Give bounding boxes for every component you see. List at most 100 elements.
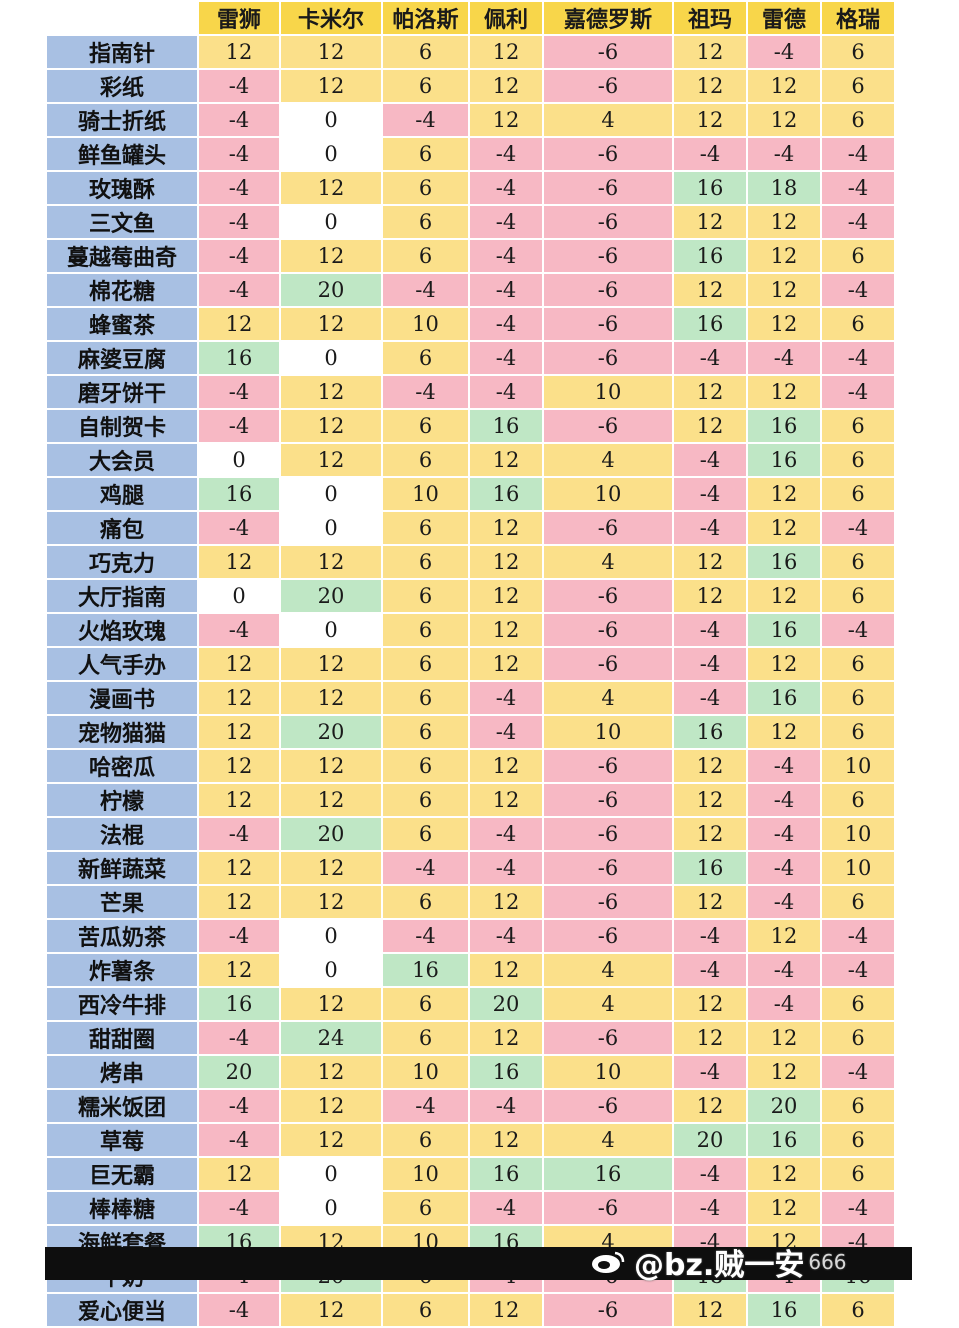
affinity-value: 12: [470, 444, 542, 476]
gift-name: 巨无霸: [47, 1158, 197, 1190]
affinity-value: -4: [822, 614, 894, 646]
affinity-value: -6: [544, 172, 672, 204]
affinity-value: -4: [199, 410, 279, 442]
affinity-value: 12: [470, 546, 542, 578]
affinity-value: 12: [199, 308, 279, 340]
affinity-value: 12: [748, 478, 820, 510]
affinity-value: 0: [281, 206, 381, 238]
affinity-value: 12: [281, 1090, 381, 1122]
affinity-value: 4: [544, 954, 672, 986]
affinity-value: 12: [470, 36, 542, 68]
affinity-value: 6: [383, 682, 468, 714]
affinity-value: 0: [281, 104, 381, 136]
affinity-value: 12: [748, 274, 820, 306]
affinity-value: 12: [281, 36, 381, 68]
gift-name: 鸡腿: [47, 478, 197, 510]
affinity-value: -4: [674, 920, 746, 952]
affinity-value: 16: [748, 1294, 820, 1326]
gift-name: 烤串: [47, 1056, 197, 1088]
affinity-value: 12: [470, 580, 542, 612]
affinity-value: 12: [199, 682, 279, 714]
gift-name: 哈密瓜: [47, 750, 197, 782]
affinity-value: 12: [470, 614, 542, 646]
affinity-value: 10: [383, 1056, 468, 1088]
affinity-value: 4: [544, 546, 672, 578]
gift-name: 麻婆豆腐: [47, 342, 197, 374]
table-row: 麻婆豆腐 16 0 6 -4 -6 -4 -4 -4: [47, 342, 894, 374]
data-table: 雷狮 卡米尔 帕洛斯 佩利 嘉德罗斯 祖玛 雷德 格瑞 指南针 12 12 6 12 -6 12 -4 6 彩纸…: [45, 0, 896, 1328]
affinity-value: 10: [822, 852, 894, 884]
affinity-value: -4: [822, 512, 894, 544]
affinity-value: 12: [470, 104, 542, 136]
table-row: 鸡腿 16 0 10 16 10 -4 12 6: [47, 478, 894, 510]
affinity-value: 16: [748, 546, 820, 578]
affinity-value: -4: [199, 138, 279, 170]
affinity-value: 12: [470, 750, 542, 782]
table-row: 指南针 12 12 6 12 -6 12 -4 6: [47, 36, 894, 68]
affinity-value: 16: [674, 308, 746, 340]
affinity-value: -4: [470, 308, 542, 340]
affinity-value: 12: [199, 1158, 279, 1190]
affinity-value: -4: [748, 988, 820, 1020]
affinity-value: 6: [383, 410, 468, 442]
affinity-value: -6: [544, 240, 672, 272]
affinity-value: 6: [383, 580, 468, 612]
affinity-value: -4: [470, 138, 542, 170]
affinity-value: 0: [199, 580, 279, 612]
affinity-value: 12: [281, 444, 381, 476]
affinity-value: 12: [470, 886, 542, 918]
affinity-value: 12: [674, 1294, 746, 1326]
affinity-value: -4: [199, 1022, 279, 1054]
affinity-value: 16: [748, 1124, 820, 1156]
affinity-value: -4: [470, 206, 542, 238]
table-row: 人气手办 12 12 6 12 -6 -4 12 6: [47, 648, 894, 680]
affinity-value: -4: [674, 512, 746, 544]
affinity-value: 12: [674, 818, 746, 850]
affinity-value: 4: [544, 444, 672, 476]
affinity-value: -6: [544, 750, 672, 782]
table-row: 蜂蜜茶 12 12 10 -4 -6 16 12 6: [47, 308, 894, 340]
affinity-value: -4: [470, 818, 542, 850]
affinity-value: 12: [470, 1294, 542, 1326]
affinity-value: 12: [674, 886, 746, 918]
affinity-value: 6: [383, 1294, 468, 1326]
table-row: 草莓 -4 12 6 12 4 20 16 6: [47, 1124, 894, 1156]
affinity-value: 16: [199, 342, 279, 374]
affinity-value: -4: [199, 1124, 279, 1156]
affinity-value: 16: [748, 410, 820, 442]
affinity-value: 12: [199, 852, 279, 884]
gift-name: 骑士折纸: [47, 104, 197, 136]
affinity-value: -4: [674, 1158, 746, 1190]
gift-name: 炸薯条: [47, 954, 197, 986]
affinity-value: -4: [199, 818, 279, 850]
affinity-value: -4: [199, 1294, 279, 1326]
affinity-value: 6: [383, 1124, 468, 1156]
column-header: 祖玛: [674, 2, 746, 34]
affinity-value: -4: [822, 172, 894, 204]
affinity-value: -4: [383, 1090, 468, 1122]
column-header: 雷狮: [199, 2, 279, 34]
table-row: 棒棒糖 -4 0 6 -4 -6 -4 12 -4: [47, 1192, 894, 1224]
affinity-value: -6: [544, 206, 672, 238]
affinity-value: 10: [544, 1056, 672, 1088]
affinity-value: 6: [383, 172, 468, 204]
affinity-value: 0: [281, 342, 381, 374]
table-row: 宠物猫猫 12 20 6 -4 10 16 12 6: [47, 716, 894, 748]
affinity-value: -6: [544, 886, 672, 918]
affinity-value: 12: [748, 104, 820, 136]
affinity-value: 20: [199, 1056, 279, 1088]
affinity-value: 16: [470, 1158, 542, 1190]
affinity-value: 12: [199, 546, 279, 578]
affinity-value: 6: [822, 1294, 894, 1326]
affinity-value: 20: [281, 274, 381, 306]
affinity-value: -4: [748, 886, 820, 918]
affinity-value: -4: [822, 206, 894, 238]
affinity-value: 12: [470, 70, 542, 102]
affinity-value: 6: [822, 1124, 894, 1156]
affinity-value: -4: [199, 104, 279, 136]
affinity-value: 12: [281, 376, 381, 408]
affinity-value: 6: [822, 784, 894, 816]
affinity-value: 12: [674, 274, 746, 306]
affinity-value: -4: [822, 376, 894, 408]
table-body: 指南针 12 12 6 12 -6 12 -4 6 彩纸 -4 12 6 12 -6 12 12 6 骑士折纸 -4 0…: [47, 36, 894, 1326]
